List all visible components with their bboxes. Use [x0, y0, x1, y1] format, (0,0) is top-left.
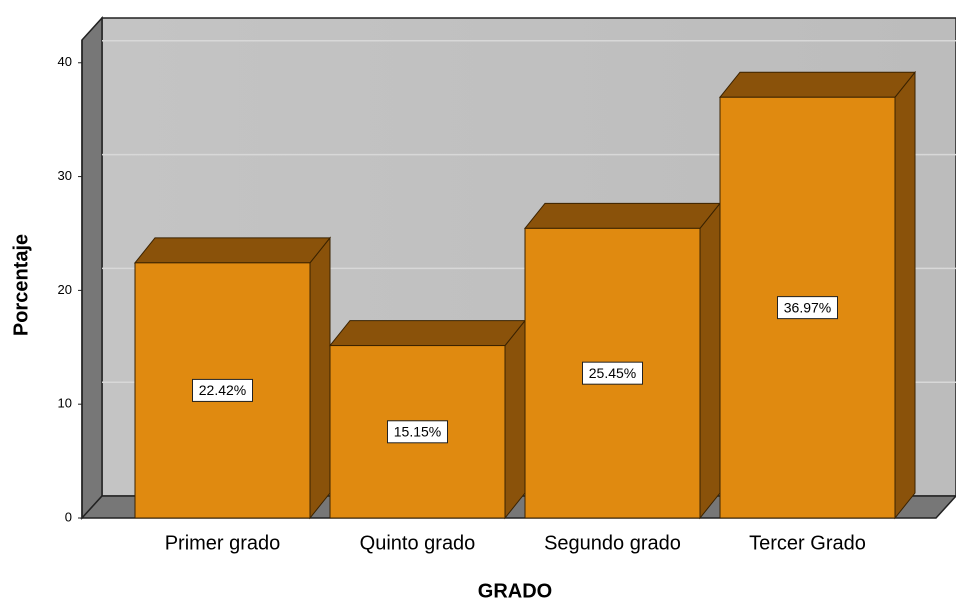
bar	[328, 319, 527, 520]
x-tick-label: Tercer Grado	[749, 532, 866, 554]
bar-side	[699, 201, 721, 520]
bar-top	[718, 71, 917, 98]
value-label-box	[192, 378, 253, 402]
bar-side	[894, 70, 916, 520]
value-label-box	[387, 420, 448, 444]
x-axis-title: GRADO	[478, 580, 552, 602]
bar-side	[504, 319, 526, 520]
x-tick-label: Primer grado	[165, 532, 281, 554]
left-wall	[81, 16, 103, 520]
y-tick-label: 40	[58, 54, 72, 69]
y-tick-label: 20	[58, 282, 72, 297]
y-tick-label: 0	[65, 509, 72, 524]
y-tick-label: 30	[58, 168, 72, 183]
value-label: 36.97%	[784, 299, 831, 315]
value-label-box	[582, 361, 643, 385]
value-label-box	[777, 296, 838, 320]
bar-top	[328, 320, 527, 347]
value-label: 22.42%	[199, 382, 246, 398]
bar-top	[523, 202, 722, 229]
x-tick-label: Segundo grado	[544, 532, 681, 554]
bar	[718, 70, 917, 520]
bar-side	[309, 236, 331, 520]
value-label: 25.45%	[589, 365, 636, 381]
bar-top	[133, 237, 332, 264]
x-tick-label: Quinto grado	[360, 532, 476, 554]
bar	[523, 201, 722, 520]
y-axis-title: Porcentaje	[10, 234, 32, 336]
y-tick-label: 10	[58, 396, 72, 411]
bar	[133, 236, 332, 520]
value-label: 15.15%	[394, 423, 441, 439]
